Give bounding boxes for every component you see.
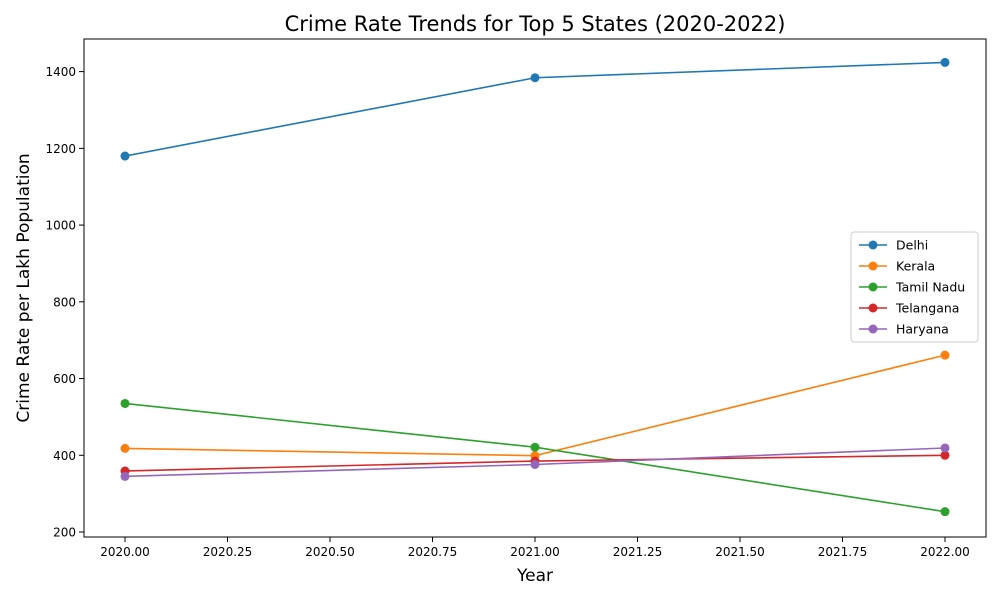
x-tick-label: 2021.50 — [715, 545, 765, 559]
legend-marker-kerala — [868, 261, 878, 271]
data-point-haryana — [120, 471, 130, 481]
legend-marker-haryana — [868, 324, 878, 334]
y-tick-label: 600 — [53, 372, 76, 386]
legend-marker-tamil-nadu — [868, 282, 878, 292]
data-point-tamil-nadu — [120, 398, 130, 408]
y-axis-label: Crime Rate per Lakh Population — [14, 153, 34, 422]
legend-marker-delhi — [868, 240, 878, 250]
x-tick-label: 2020.50 — [305, 545, 355, 559]
x-tick-label: 2020.00 — [100, 545, 150, 559]
data-point-kerala — [120, 443, 130, 453]
y-axis-ticks: 200 400 600 800 1000 1200 1400 — [45, 65, 84, 540]
series-line-kerala — [124, 354, 946, 457]
legend-box — [850, 231, 979, 343]
plot-area — [120, 57, 950, 517]
legend-label-tamil-nadu: Tamil Nadu — [895, 280, 965, 295]
legend-label-delhi: Delhi — [896, 238, 928, 253]
y-tick-label: 400 — [53, 449, 76, 463]
legend-label-kerala: Kerala — [896, 259, 935, 274]
x-tick-label: 2021.25 — [613, 545, 663, 559]
x-tick-label: 2020.25 — [203, 545, 253, 559]
x-axis-ticks: 2020.00 2020.25 2020.50 2020.75 2021.00 2021.… — [100, 537, 970, 559]
data-point-haryana — [940, 443, 950, 453]
data-point-telangana — [940, 450, 950, 460]
legend-marker-telangana — [868, 303, 878, 313]
y-tick-label: 200 — [53, 526, 76, 540]
data-point-haryana — [530, 459, 540, 469]
y-tick-label: 1000 — [45, 219, 76, 233]
chart-title: Crime Rate Trends for Top 5 States (2020… — [285, 12, 786, 36]
legend-label-haryana: Haryana — [896, 322, 949, 337]
data-point-delhi — [530, 73, 540, 83]
x-tick-label: 2021.00 — [510, 545, 560, 559]
data-point-tamil-nadu — [530, 442, 540, 452]
data-point-kerala — [940, 350, 950, 360]
y-tick-label: 1200 — [45, 142, 76, 156]
x-axis-label: Year — [516, 566, 553, 586]
legend-label-telangana: Telangana — [895, 301, 959, 316]
x-tick-label: 2022.00 — [920, 545, 970, 559]
data-point-delhi — [120, 151, 130, 161]
y-tick-label: 1400 — [45, 65, 76, 79]
data-point-tamil-nadu — [940, 507, 950, 517]
x-tick-label: 2021.75 — [818, 545, 868, 559]
legend: Delhi Kerala Tamil Nadu Telangana Haryana — [850, 231, 979, 343]
y-tick-label: 800 — [53, 295, 76, 309]
x-tick-label: 2020.75 — [408, 545, 458, 559]
data-point-delhi — [940, 57, 950, 67]
